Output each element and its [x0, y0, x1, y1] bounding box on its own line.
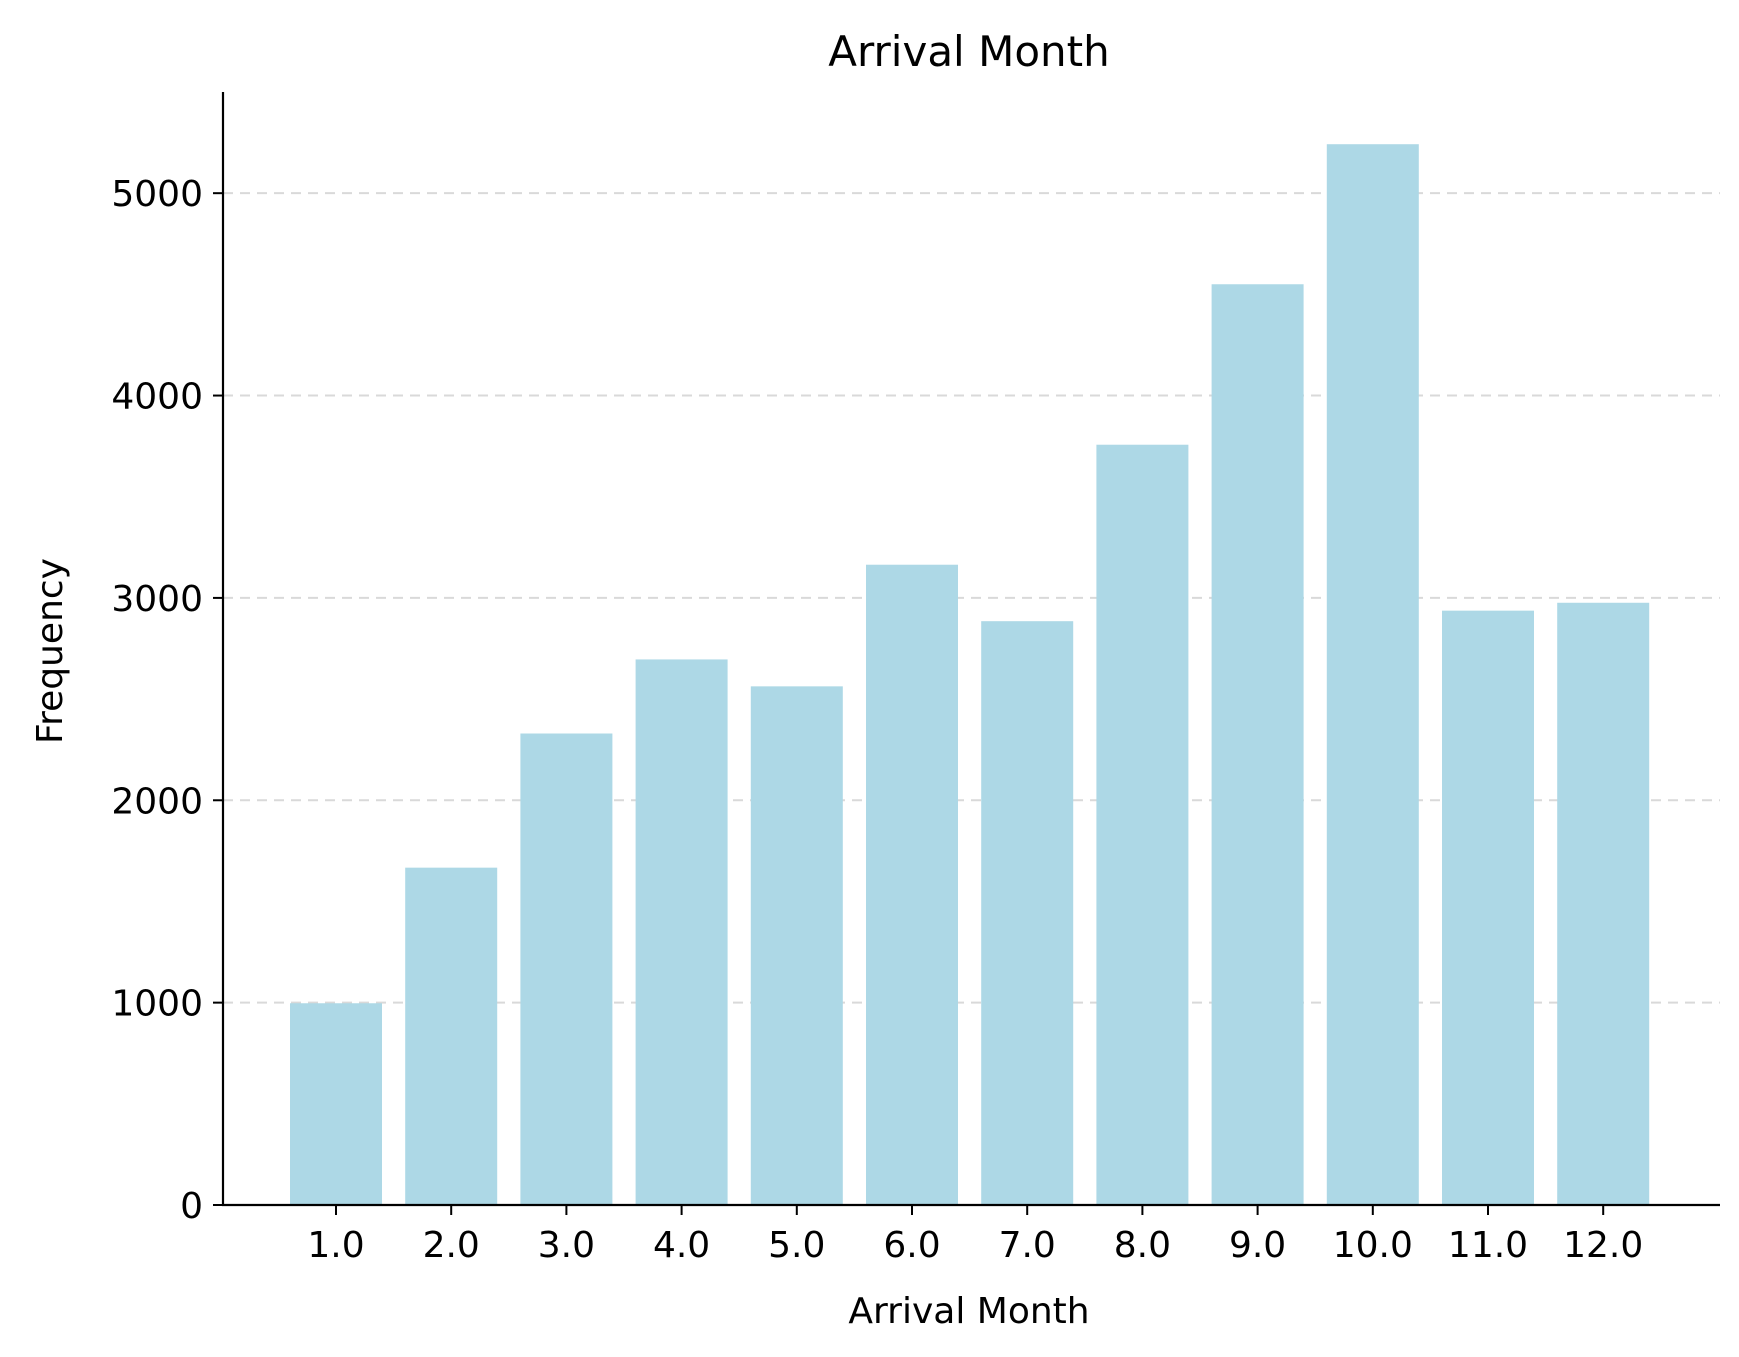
x-tick-label: 3.0 — [538, 1225, 595, 1266]
y-tick-label: 5000 — [111, 174, 203, 215]
bar — [290, 1003, 382, 1205]
y-ticks: 0 1000 2000 3000 4000 5000 — [111, 174, 223, 1227]
bar — [1096, 444, 1189, 1205]
x-tick-label: 5.0 — [768, 1225, 825, 1266]
bar — [1326, 144, 1419, 1205]
y-tick-label: 3000 — [111, 579, 203, 620]
x-ticks: 1.0 2.0 3.0 4.0 5.0 6.0 7.0 8.0 9.0 10.0 11.0 12.0 — [307, 1205, 1643, 1266]
x-tick-label: 6.0 — [883, 1225, 940, 1266]
x-tick-label: 1.0 — [307, 1225, 364, 1266]
bar — [866, 564, 958, 1205]
x-tick-label: 10.0 — [1333, 1225, 1413, 1266]
x-axis-label: Arrival Month — [848, 1291, 1089, 1332]
bars — [290, 144, 1650, 1205]
y-tick-label: 1000 — [111, 984, 203, 1025]
chart-title: Arrival Month — [828, 27, 1109, 76]
bar — [635, 659, 728, 1205]
bar — [520, 733, 613, 1205]
bar — [750, 686, 843, 1205]
bar — [405, 867, 498, 1205]
x-tick-label: 11.0 — [1448, 1225, 1528, 1266]
y-tick-label: 2000 — [111, 781, 203, 822]
x-tick-label: 8.0 — [1114, 1225, 1171, 1266]
x-tick-label: 12.0 — [1563, 1225, 1643, 1266]
y-tick-label: 0 — [180, 1186, 203, 1227]
x-tick-label: 2.0 — [423, 1225, 480, 1266]
bar — [981, 621, 1074, 1205]
bar — [1557, 602, 1650, 1205]
bar — [1442, 610, 1534, 1205]
bar — [1211, 284, 1304, 1205]
x-tick-label: 9.0 — [1229, 1225, 1286, 1266]
x-tick-label: 4.0 — [653, 1225, 710, 1266]
y-axis-label: Frequency — [30, 558, 71, 744]
x-tick-label: 7.0 — [999, 1225, 1056, 1266]
y-tick-label: 4000 — [111, 377, 203, 418]
